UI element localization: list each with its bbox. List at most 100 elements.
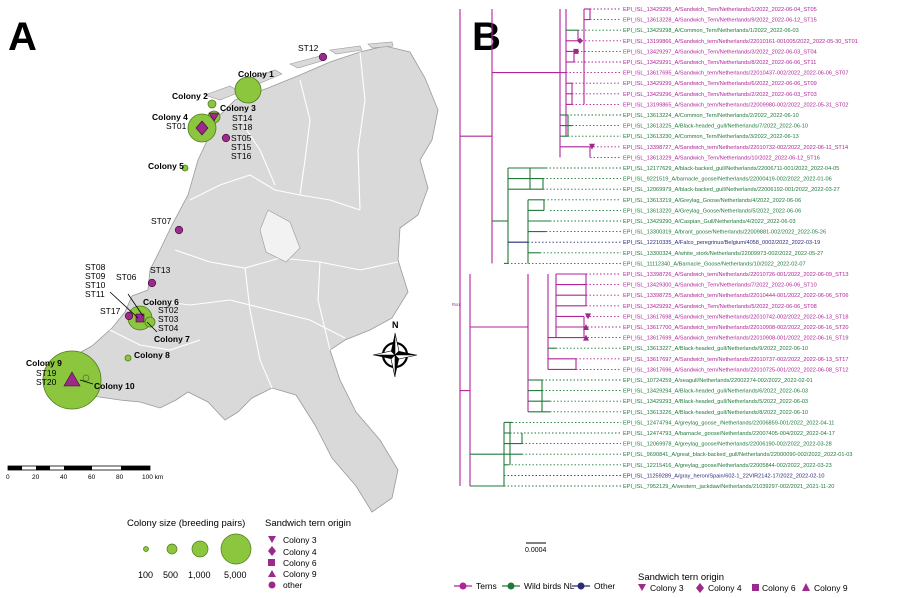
colony-10-label: Colony 10 bbox=[94, 381, 135, 391]
st07-dot bbox=[174, 225, 184, 235]
tip-label: EPI_ISL_13617696_A/Sandwich_tern/Netherl… bbox=[623, 367, 848, 373]
tip-label: EPI_ISL_13300324_A/white_stork/Netherlan… bbox=[623, 251, 823, 257]
panel-a-letter: A bbox=[8, 15, 37, 59]
scale-tick-40: 40 bbox=[60, 474, 68, 481]
st17-label: ST17 bbox=[100, 306, 121, 316]
tip-label: EPI_ISL_13429298_A/Common_Tern/Netherlan… bbox=[623, 28, 799, 34]
legend-wild-birds: Wild birds NL bbox=[524, 581, 575, 591]
scale-tick-100: 100 km bbox=[142, 474, 163, 481]
tip-label: EPI_ISL_13613225_A/Black-headed_gull/Net… bbox=[623, 124, 808, 130]
tip-label: EPI_ISL_13429296_A/Sandwich_Tern/Netherl… bbox=[623, 92, 817, 98]
st18-label: ST18 bbox=[232, 122, 253, 132]
size-legend: Colony size (breeding pairs) 100 500 1,0… bbox=[127, 518, 252, 580]
tip-label: EPI_ISL_10724259_A/seagull/Netherlands/2… bbox=[623, 378, 813, 384]
tip-label: EPI_ISL_13199865_A/Sandwich_tern/Netherl… bbox=[623, 102, 848, 108]
scale-tick-0: 0 bbox=[6, 474, 10, 481]
origin-a-colony6: Colony 6 bbox=[283, 558, 317, 568]
tip-label: EPI_ISL_11259289_A/gray_heron/Spain/602-… bbox=[623, 473, 824, 479]
tip-label: EPI_ISL_13429290_A/Caspian_Gull/Netherla… bbox=[623, 219, 796, 225]
colony-labels: Colony 1 Colony 2 Colony 3 Colony 4 Colo… bbox=[26, 69, 274, 391]
st16-label: ST16 bbox=[231, 151, 252, 161]
tip-label: EPI_ISL_13613220_A/Greylag_Goose/Netherl… bbox=[623, 208, 801, 214]
origin-a-colony4: Colony 4 bbox=[283, 547, 317, 557]
leader-lines bbox=[79, 291, 158, 385]
tip-label: EPI_ISL_13429292_A/Sandwich_Tern/Netherl… bbox=[623, 304, 817, 310]
colony-1-label: Colony 1 bbox=[238, 69, 274, 79]
size-1000: 1,000 bbox=[188, 570, 211, 580]
tip-label: EPI_ISL_12215416_A/greylag_goose/Netherl… bbox=[623, 463, 832, 469]
st03-label: ST03 bbox=[158, 314, 179, 324]
origin-a-colony3: Colony 3 bbox=[283, 535, 317, 545]
st10-label: ST10 bbox=[85, 280, 106, 290]
size-legend-title: Colony size (breeding pairs) bbox=[127, 518, 245, 529]
tip-label: EPI_ISL_12069979_A/black-backed_gull/Net… bbox=[623, 187, 840, 193]
st07-label: ST07 bbox=[151, 216, 172, 226]
tip-label: EPI_ISL_13199866_A/Sandwich_tern/Netherl… bbox=[623, 39, 858, 45]
st20-label: ST20 bbox=[36, 377, 57, 387]
tip-label: EPI_ISL_13398726_A/Sandwich_tern/Netherl… bbox=[623, 272, 848, 278]
tip-label: EPI_ISL_13617700_A/Sandwich_tern/Netherl… bbox=[623, 325, 848, 331]
tip-label: EPI_ISL_13398727_A/Sandwich_tern/Netherl… bbox=[623, 145, 848, 151]
netherlands-map bbox=[51, 41, 439, 513]
colony-1-circle bbox=[234, 76, 262, 104]
colony-3-marker bbox=[208, 112, 220, 122]
st02-label: ST02 bbox=[158, 305, 179, 315]
tip-labels: EPI_ISL_13429295_A/Sandwich_Tern/Netherl… bbox=[623, 7, 858, 490]
tip-label: EPI_ISL_13613224_A/Common_Tern/Netherlan… bbox=[623, 113, 799, 119]
tip-label: EPI_ISL_9690841_A/great_black-backed_gul… bbox=[623, 452, 853, 458]
tip-label: EPI_ISL_13429295_A/Sandwich_Tern/Netherl… bbox=[623, 7, 817, 13]
colony-2-circle bbox=[207, 99, 217, 109]
legend-other: Other bbox=[594, 581, 615, 591]
st11-label: ST11 bbox=[85, 289, 105, 299]
tern-origin-markers bbox=[63, 52, 328, 387]
tip-label: EPI_ISL_12069978_A/greylag_goose/Netherl… bbox=[623, 442, 832, 448]
tree-origin-marker bbox=[589, 143, 595, 150]
colony-7-circle bbox=[144, 316, 156, 328]
tip-label: EPI_ISL_12474793_A/barnacle_goose/Nether… bbox=[623, 431, 835, 437]
tip-label: EPI_ISL_9221519_A/barnacle_goose/Netherl… bbox=[623, 177, 832, 183]
st09-label: ST09 bbox=[85, 271, 106, 281]
st06-label: ST06 bbox=[116, 272, 137, 282]
origin-legend-a: Sandwich tern origin Colony 3 Colony 4 C… bbox=[265, 518, 351, 590]
st13-label: ST13 bbox=[150, 265, 171, 275]
colony-4-marker bbox=[195, 120, 209, 136]
tip-label: EPI_ISL_13613227_A/Black-headed_gull/Net… bbox=[623, 346, 808, 352]
tip-label: EPI_ISL_13429294_A/Black-headed_gull/Net… bbox=[623, 389, 808, 395]
tip-label: EPI_ISL_13617698_A/Sandwich_tern/Netherl… bbox=[623, 314, 848, 320]
st14-label: ST14 bbox=[232, 113, 253, 123]
tip-label: EPI_ISL_13613230_A/Common_Tern/Netherlan… bbox=[623, 134, 799, 140]
tip-label: EPI_ISL_13429293_A/Black-headed_gull/Net… bbox=[623, 399, 808, 405]
tip-label: EPI_ISL_13613226_A/Black-headed_gull/Net… bbox=[623, 410, 808, 416]
colony-5-label: Colony 5 bbox=[148, 161, 184, 171]
tip-label: EPI_ISL_13617697_A/Sandwich_tern/Netherl… bbox=[623, 357, 848, 363]
panel-b-letter: B bbox=[472, 15, 501, 59]
colony-9-marker bbox=[63, 371, 81, 387]
colony-8-circle bbox=[124, 354, 132, 362]
tip-label: EPI_ISL_13398725_A/Sandwich_tern/Netherl… bbox=[623, 293, 848, 299]
origin-b-colony9: Colony 9 bbox=[814, 583, 848, 593]
st05-label: ST05 bbox=[231, 133, 252, 143]
origin-a-other: other bbox=[283, 580, 303, 590]
colony-6-marker bbox=[135, 313, 145, 323]
tree-origin-marker bbox=[573, 48, 579, 54]
st-labels: ST12 ST14 ST18 ST01 ST05 ST15 ST16 ST07 … bbox=[36, 43, 319, 387]
scale-tick-80: 80 bbox=[116, 474, 124, 481]
st05-dot bbox=[221, 133, 231, 143]
tree-origin-marker bbox=[583, 324, 589, 330]
st15-label: ST15 bbox=[231, 142, 252, 152]
colony-3-label: Colony 3 bbox=[220, 103, 256, 113]
st04-label: ST04 bbox=[158, 323, 179, 333]
tip-label: EPI_ISL_13613228_A/Sandwich_Tern/Netherl… bbox=[623, 18, 817, 24]
st12-dot bbox=[318, 52, 328, 62]
scale-tick-20: 20 bbox=[32, 474, 40, 481]
origin-b-colony6: Colony 6 bbox=[762, 583, 796, 593]
tip-label: EPI_ISL_12474794_A/greylag_goose_/Nether… bbox=[623, 420, 834, 426]
st17-dot bbox=[124, 311, 134, 321]
tree-scale: 0.0004 bbox=[525, 542, 547, 554]
colony-markers bbox=[42, 76, 262, 410]
st01-label: ST01 bbox=[166, 121, 187, 131]
origin-legend-b-title: Sandwich tern origin bbox=[638, 572, 724, 583]
tip-label: EPI_ISL_13613229_A/Sandwich_Tern/Netherl… bbox=[623, 155, 820, 161]
tip-label: EPI_ISL_13613219_A/Greylag_Goose/Netherl… bbox=[623, 198, 801, 204]
colony-10-circle bbox=[82, 374, 90, 382]
